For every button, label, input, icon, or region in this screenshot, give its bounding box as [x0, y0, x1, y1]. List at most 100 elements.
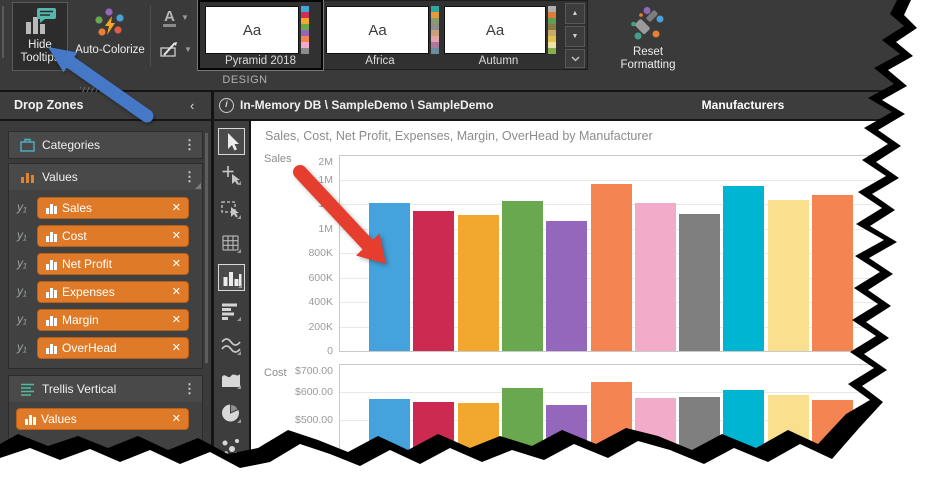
column-header-manufacturers[interactable]: Manufacturers: [680, 92, 806, 119]
column-chart-icon: [45, 258, 58, 271]
value-chip-cost[interactable]: Cost✕: [37, 225, 189, 247]
chip-row: Values✕: [9, 408, 202, 430]
theme-swatch-africa[interactable]: Aa Africa: [323, 2, 437, 68]
gridline: [339, 180, 947, 181]
sales-plot-top-border: [339, 155, 947, 156]
sales-bar-7[interactable]: [635, 203, 676, 351]
chart-title: Sales, Cost, Net Profit, Expenses, Margi…: [265, 129, 653, 143]
sales-bar-1[interactable]: [369, 203, 410, 351]
hide-tooltips-button[interactable]: Hide Tooltips: [12, 2, 68, 71]
bar-chart-tool[interactable]: [218, 298, 245, 325]
reset-formatting-button[interactable]: Reset Formatting: [602, 2, 694, 88]
cost-bar-5[interactable]: [546, 405, 587, 478]
panel-scrollbar[interactable]: [205, 133, 208, 363]
cost-bar-1[interactable]: [369, 399, 410, 478]
column-chart-icon: [20, 170, 35, 184]
move-cursor-tool[interactable]: [218, 162, 245, 189]
sales-bar-8[interactable]: [679, 214, 720, 351]
value-chip-values[interactable]: Values✕: [16, 408, 189, 430]
sales-y-tick: 800K: [269, 247, 333, 259]
cost-y-tick: $700.00: [269, 365, 333, 377]
remove-chip-icon[interactable]: ✕: [172, 338, 181, 358]
column-chart-icon: [45, 230, 58, 243]
sales-y-tick: 200K: [269, 321, 333, 333]
cost-bar-8[interactable]: [679, 397, 720, 478]
kebab-menu-icon[interactable]: ⋮: [183, 132, 196, 158]
column-chart-icon: [45, 314, 58, 327]
remove-chip-icon[interactable]: ✕: [172, 226, 181, 246]
kebab-menu-icon[interactable]: ⋮: [183, 376, 196, 402]
axis-prefix-label: y₁: [17, 312, 27, 326]
grid-tool[interactable]: [218, 230, 245, 257]
info-icon[interactable]: i: [219, 98, 234, 113]
cost-bar-4[interactable]: [502, 388, 543, 478]
panel-collapse-button[interactable]: ‹: [190, 92, 194, 119]
tooltip-chart-icon: [23, 8, 57, 36]
area-chart-tool[interactable]: [218, 366, 245, 393]
value-chip-expenses[interactable]: Expenses✕: [37, 281, 189, 303]
content-header-bar: Drop Zones ‹ i In-Memory DB \ SampleDemo…: [0, 92, 947, 121]
font-color-icon: A: [163, 9, 176, 27]
sales-bar-4[interactable]: [502, 201, 543, 351]
drop-zone-trellis-vertical[interactable]: Trellis Vertical ⋮ Values✕: [8, 375, 203, 478]
value-chip-sales[interactable]: Sales✕: [37, 197, 189, 219]
sales-bar-5[interactable]: [546, 221, 587, 351]
chip-label: OverHead: [62, 338, 117, 358]
sales-bar-2[interactable]: [413, 211, 454, 351]
sales-bar-9[interactable]: [723, 186, 764, 351]
resize-corner-icon: [195, 183, 201, 189]
theme-swatch-autumn[interactable]: Aa Autumn: [439, 2, 558, 68]
sales-bar-11[interactable]: [812, 195, 853, 351]
column-chart-tool[interactable]: [218, 264, 245, 291]
fill-style-button[interactable]: ▼: [154, 36, 198, 63]
column-chart-icon: [45, 342, 58, 355]
chevron-down-icon: [571, 56, 580, 62]
gallery-scroll-down-button[interactable]: ▼: [565, 26, 585, 47]
scatter-chart-tool[interactable]: [218, 434, 245, 461]
value-chip-margin[interactable]: Margin ✕: [37, 309, 189, 331]
cost-bar-11[interactable]: [812, 400, 853, 478]
cost-bar-10[interactable]: [768, 395, 809, 478]
hide-tooltips-label-1: Hide: [13, 39, 67, 52]
remove-chip-icon[interactable]: ✕: [172, 254, 181, 274]
cost-bar-9[interactable]: [723, 390, 764, 478]
palette-color: [548, 48, 556, 54]
auto-colorize-button[interactable]: Auto-Colorize: [70, 2, 150, 71]
axis-prefix-label: y₁: [17, 200, 27, 214]
marquee-select-tool[interactable]: [218, 196, 245, 223]
sales-y-tick: 400K: [269, 296, 333, 308]
line-chart-tool[interactable]: [218, 332, 245, 359]
pie-chart-tool[interactable]: [218, 400, 245, 427]
remove-chip-icon[interactable]: ✕: [172, 409, 181, 429]
reset-formatting-icon: [630, 7, 666, 43]
axis-prefix-label: y₁: [17, 340, 27, 354]
select-cursor-tool[interactable]: [218, 128, 245, 155]
drop-zone-values[interactable]: Values ⋮ y₁Sales✕y₁Cost✕y₁Net Profit✕y₁E…: [8, 163, 203, 369]
font-color-button[interactable]: A ▼: [154, 4, 198, 31]
sales-bar-10[interactable]: [768, 200, 809, 351]
cost-bar-3[interactable]: [458, 403, 499, 478]
cost-bar-2[interactable]: [413, 402, 454, 478]
remove-chip-icon[interactable]: ✕: [172, 282, 181, 302]
chip-row: y₁Cost✕: [9, 225, 202, 247]
breadcrumb: In-Memory DB \ SampleDemo \ SampleDemo: [240, 92, 493, 119]
sales-bar-3[interactable]: [458, 215, 499, 351]
sales-bar-6[interactable]: [591, 184, 632, 351]
drop-zone-categories[interactable]: Categories ⋮: [8, 131, 203, 159]
gallery-expand-button[interactable]: [565, 49, 585, 68]
drop-zone-label: Categories: [42, 132, 100, 158]
cost-bar-6[interactable]: [591, 382, 632, 478]
theme-name: Africa: [323, 55, 437, 67]
theme-swatch-pyramid-2018[interactable]: Aa Pyramid 2018: [200, 2, 321, 68]
scroll-up-icon: ▲: [572, 10, 579, 17]
remove-chip-icon[interactable]: ✕: [172, 198, 181, 218]
remove-chip-icon[interactable]: ✕: [172, 310, 181, 330]
chip-row: y₁ OverHead ✕: [9, 337, 202, 359]
sales-y-tick: 1M: [269, 198, 333, 210]
column-chart-icon: [45, 202, 58, 215]
gallery-scroll-up-button[interactable]: ▲: [565, 3, 585, 24]
cost-bar-7[interactable]: [635, 398, 676, 478]
value-chip-overhead[interactable]: OverHead ✕: [37, 337, 189, 359]
value-chip-net-profit[interactable]: Net Profit✕: [37, 253, 189, 275]
chip-label: Margin: [62, 310, 99, 330]
